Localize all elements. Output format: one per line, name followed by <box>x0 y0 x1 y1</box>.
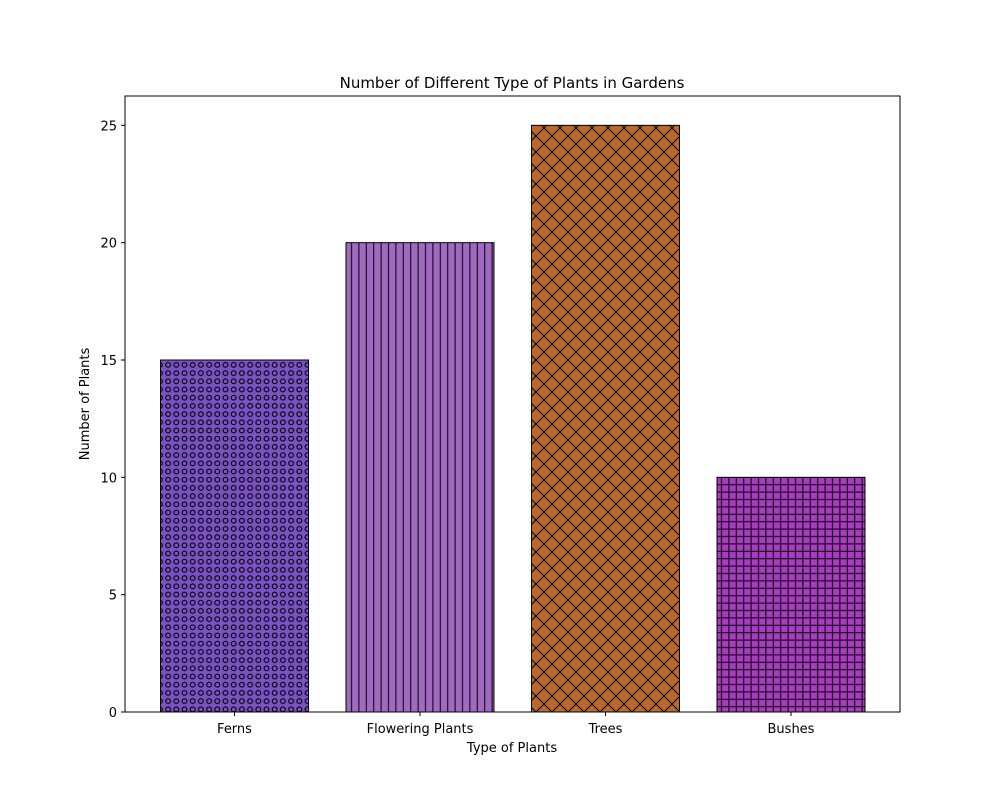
bar-trees <box>531 124 680 713</box>
x-tick-label: Ferns <box>217 722 252 737</box>
bar-hatch <box>345 242 495 713</box>
x-tick-label: Bushes <box>768 722 815 737</box>
bar-flowering-plants <box>345 242 495 713</box>
y-axis-ticks: 0 5 10 15 20 25 <box>100 119 125 721</box>
y-axis-label: Number of Plants <box>78 348 93 461</box>
x-axis-label: Type of Plants <box>466 741 557 756</box>
bar-hatch <box>716 476 866 713</box>
y-tick-label: 25 <box>100 119 117 134</box>
bar-bushes <box>716 476 866 713</box>
x-tick-label: Trees <box>588 722 623 737</box>
y-tick-label: 0 <box>109 706 117 721</box>
x-axis-ticks: Ferns Flowering Plants Trees Bushes <box>217 712 815 737</box>
x-tick-label: Flowering Plants <box>367 722 474 737</box>
y-tick-label: 5 <box>109 589 117 604</box>
bar-hatch <box>531 124 680 713</box>
bar-hatch <box>160 359 309 713</box>
bars-layer <box>160 124 866 713</box>
chart-title: Number of Different Type of Plants in Ga… <box>340 74 685 92</box>
y-tick-label: 15 <box>100 354 117 369</box>
bar-ferns <box>160 359 309 713</box>
y-tick-label: 20 <box>100 237 117 252</box>
y-tick-label: 10 <box>100 471 117 486</box>
plot-area-frame <box>124 95 901 713</box>
